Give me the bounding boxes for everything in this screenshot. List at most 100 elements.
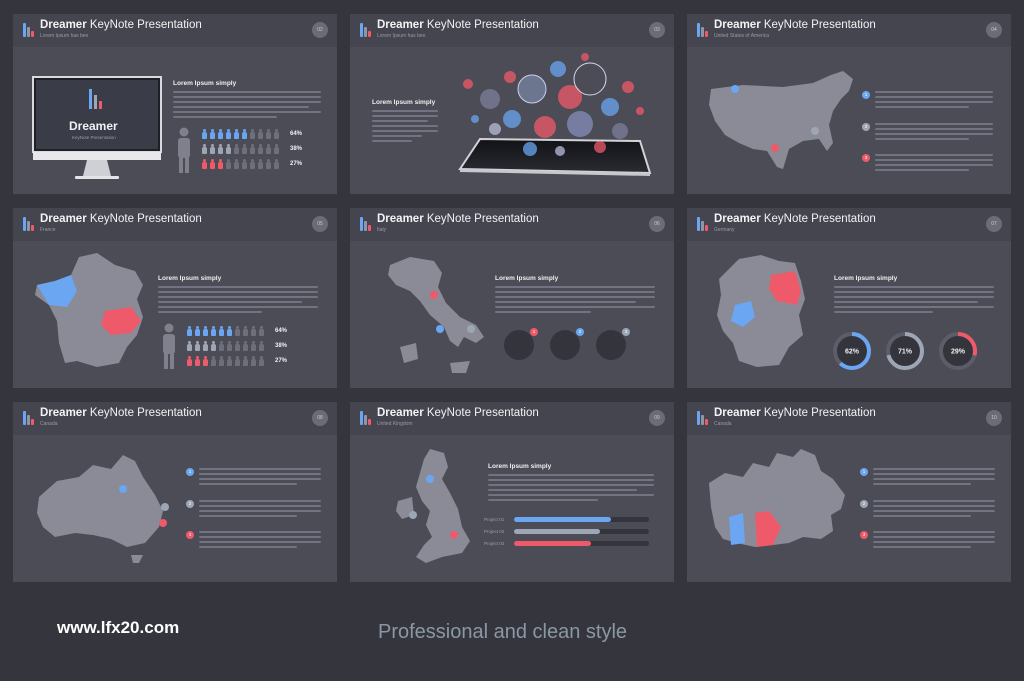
map-marker-3[interactable] [771,144,779,152]
slide-number: 08 [312,410,328,426]
content-heading: Lorem Ipsum simply [495,275,559,282]
slide-6[interactable]: Dreamer KeyNote Presentation Germany 07 … [687,208,1011,388]
slide-subtitle: United Kingdom [377,421,413,427]
person-icon [233,158,239,170]
map-marker-3[interactable] [450,531,458,539]
map-marker-1[interactable] [430,291,438,299]
map-marker-3[interactable] [159,519,167,527]
map-marker-2[interactable] [811,127,819,135]
slide-subtitle: United States of America [714,33,770,39]
person-icon [186,325,192,337]
slide-header: Dreamer KeyNote Presentation France 05 [13,208,337,241]
map-marker-1[interactable] [119,485,127,493]
slide-title: Dreamer KeyNote Presentation [377,407,539,419]
person-icon [178,127,190,173]
slide-title: Dreamer KeyNote Presentation [714,19,876,31]
slide-number: 05 [312,216,328,232]
circle-item-3: 3 [596,328,630,360]
person-icon [217,158,223,170]
person-icon [209,128,215,140]
stat-percent: 27% [290,161,303,167]
logo-icon [697,217,709,231]
person-icon-row [186,325,266,337]
content-heading: Lorem Ipsum simply [173,80,237,87]
stat-row: 64% [201,128,302,140]
slide-title: Dreamer KeyNote Presentation [714,407,876,419]
person-icon [249,143,255,155]
website-url[interactable]: www.lfx20.com [57,618,180,637]
slide-header: Dreamer KeyNote Presentation Canada 08 [13,402,337,435]
person-icon [225,158,231,170]
person-icon [250,340,256,352]
logo-icon [23,411,35,425]
slide-header: Dreamer KeyNote Presentation Italy 06 [350,208,674,241]
person-icon [209,158,215,170]
project-track [514,541,649,546]
slide-5[interactable]: Dreamer KeyNote Presentation Italy 06 Lo… [350,208,674,388]
logo-icon [360,411,372,425]
map-marker-3[interactable] [467,325,475,333]
france-map [35,253,143,367]
person-icon [226,340,232,352]
map-marker-2[interactable] [436,325,444,333]
content-heading: Lorem Ipsum simply [488,463,552,470]
slide-title: Dreamer KeyNote Presentation [40,19,202,31]
donut-arc [939,332,977,370]
content-heading: Lorem Ipsum simply [834,275,898,282]
person-icon-row [186,355,266,367]
slide-number: 02 [312,22,328,38]
slide-number: 07 [986,216,1002,232]
slide-3[interactable]: Dreamer KeyNote Presentation United Stat… [687,14,1011,194]
slide-title: Dreamer KeyNote Presentation [40,407,202,419]
donut-charts: 62% 71% 29% [833,332,977,370]
monitor-title: Dreamer [69,119,118,133]
person-icon [218,355,224,367]
stat-row: 38% [201,143,302,155]
person-icon [225,128,231,140]
project-label: Project 02 [484,529,505,534]
person-icon [249,158,255,170]
slide-2[interactable]: Dreamer KeyNote Presentation Lorem Ipsum… [350,14,674,194]
monitor-icon [32,76,162,179]
person-icon [258,355,264,367]
stat-percent: 64% [275,328,288,334]
project-row: Project 03 [484,540,654,548]
body-text [173,91,321,121]
usa-map [709,71,853,169]
point-text-1 [873,468,995,488]
person-icon [249,128,255,140]
person-icon [194,325,200,337]
person-icon [218,340,224,352]
map-marker-2[interactable] [161,503,169,511]
slide-9[interactable]: Dreamer KeyNote Presentation Canada 10 1… [687,402,1011,582]
slide-1[interactable]: Dreamer KeyNote Presentation Lorem Ipsum… [13,14,337,194]
circle-badge: 2 [576,328,584,336]
map-marker-2[interactable] [409,511,417,519]
map-marker-1[interactable] [426,475,434,483]
canada-map [709,449,845,547]
person-icon [210,325,216,337]
point-badge-2: 2 [186,500,194,508]
person-icon-row [201,128,281,140]
point-text-3 [875,154,993,174]
stat-row: 27% [186,355,287,367]
point-text-2 [873,500,995,520]
person-icon [241,158,247,170]
person-icon [218,325,224,337]
person-icon [250,325,256,337]
slide-header: Dreamer KeyNote Presentation Germany 07 [687,208,1011,241]
map-marker-1[interactable] [731,85,739,93]
slide-8[interactable]: Dreamer KeyNote Presentation United King… [350,402,674,582]
point-badge-3: 3 [860,531,868,539]
stat-row: 64% [186,325,287,337]
person-icon-row [186,340,266,352]
slide-7[interactable]: Dreamer KeyNote Presentation Canada 08 1… [13,402,337,582]
circle-item-1: 1 [504,328,538,360]
logo-icon [360,23,372,37]
slide-number: 06 [649,216,665,232]
uk-map [396,449,470,563]
content-heading: Lorem Ipsum simply [158,275,222,282]
slide-header: Dreamer KeyNote Presentation Lorem Ipsum… [350,14,674,47]
person-icon [258,325,264,337]
slide-4[interactable]: Dreamer KeyNote Presentation France 05 L… [13,208,337,388]
